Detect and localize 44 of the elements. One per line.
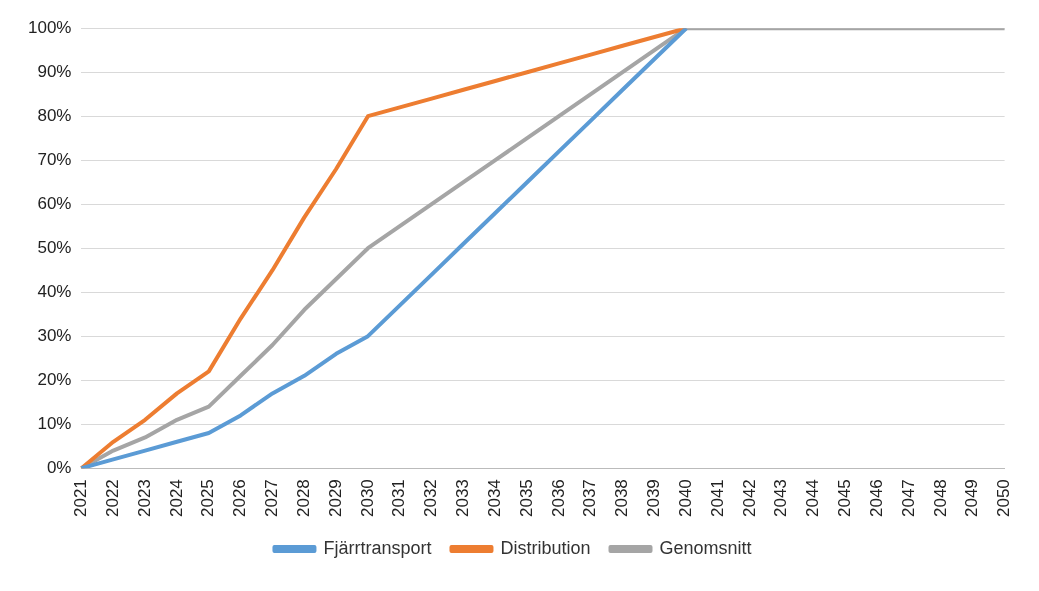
x-tick-label: 2046 (866, 479, 886, 518)
legend-label: Fjärrtransport (323, 537, 432, 558)
y-tick-label: 40% (37, 281, 72, 301)
y-tick-label: 100% (28, 17, 72, 37)
x-tick-label: 2038 (612, 479, 632, 518)
x-tick-label: 2024 (166, 479, 186, 518)
x-tick-label: 2044 (803, 479, 823, 518)
x-tick-label: 2029 (325, 479, 345, 518)
x-tick-label: 2031 (389, 479, 409, 518)
y-tick-label: 10% (37, 413, 72, 433)
x-tick-label: 2023 (134, 479, 154, 518)
x-tick-label: 2033 (453, 479, 473, 518)
x-tick-label: 2048 (930, 479, 950, 518)
x-tick-label: 2027 (262, 479, 282, 518)
x-tick-label: 2042 (739, 479, 759, 518)
x-tick-label: 2050 (994, 479, 1014, 518)
y-tick-label: 60% (37, 193, 72, 213)
y-tick-label: 30% (37, 325, 72, 345)
x-tick-label: 2035 (516, 479, 536, 518)
x-tick-label: 2040 (675, 479, 695, 518)
y-tick-label: 0% (46, 457, 72, 477)
x-tick-label: 2021 (71, 479, 91, 518)
x-tick-label: 2032 (421, 479, 441, 518)
x-tick-label: 2025 (198, 479, 218, 518)
x-tick-label: 2049 (962, 479, 982, 518)
y-tick-label: 20% (37, 369, 72, 389)
x-tick-label: 2030 (357, 479, 377, 518)
legend-label: Distribution (500, 537, 591, 558)
y-tick-label: 80% (37, 105, 72, 125)
x-tick-label: 2036 (548, 479, 568, 518)
y-tick-label: 70% (37, 149, 72, 169)
x-tick-label: 2026 (230, 479, 250, 518)
x-tick-label: 2045 (835, 479, 855, 518)
x-tick-label: 2028 (293, 479, 313, 518)
x-tick-label: 2037 (580, 479, 600, 518)
y-tick-label: 90% (37, 61, 72, 81)
x-tick-label: 2039 (644, 479, 664, 518)
x-tick-label: 2022 (103, 479, 122, 518)
x-tick-label: 2034 (484, 479, 504, 518)
x-tick-label: 2043 (771, 479, 791, 518)
x-tick-label: 2041 (707, 479, 727, 518)
y-tick-label: 50% (37, 237, 72, 257)
legend-label: Genomsnitt (659, 537, 752, 558)
x-tick-label: 2047 (898, 479, 918, 518)
